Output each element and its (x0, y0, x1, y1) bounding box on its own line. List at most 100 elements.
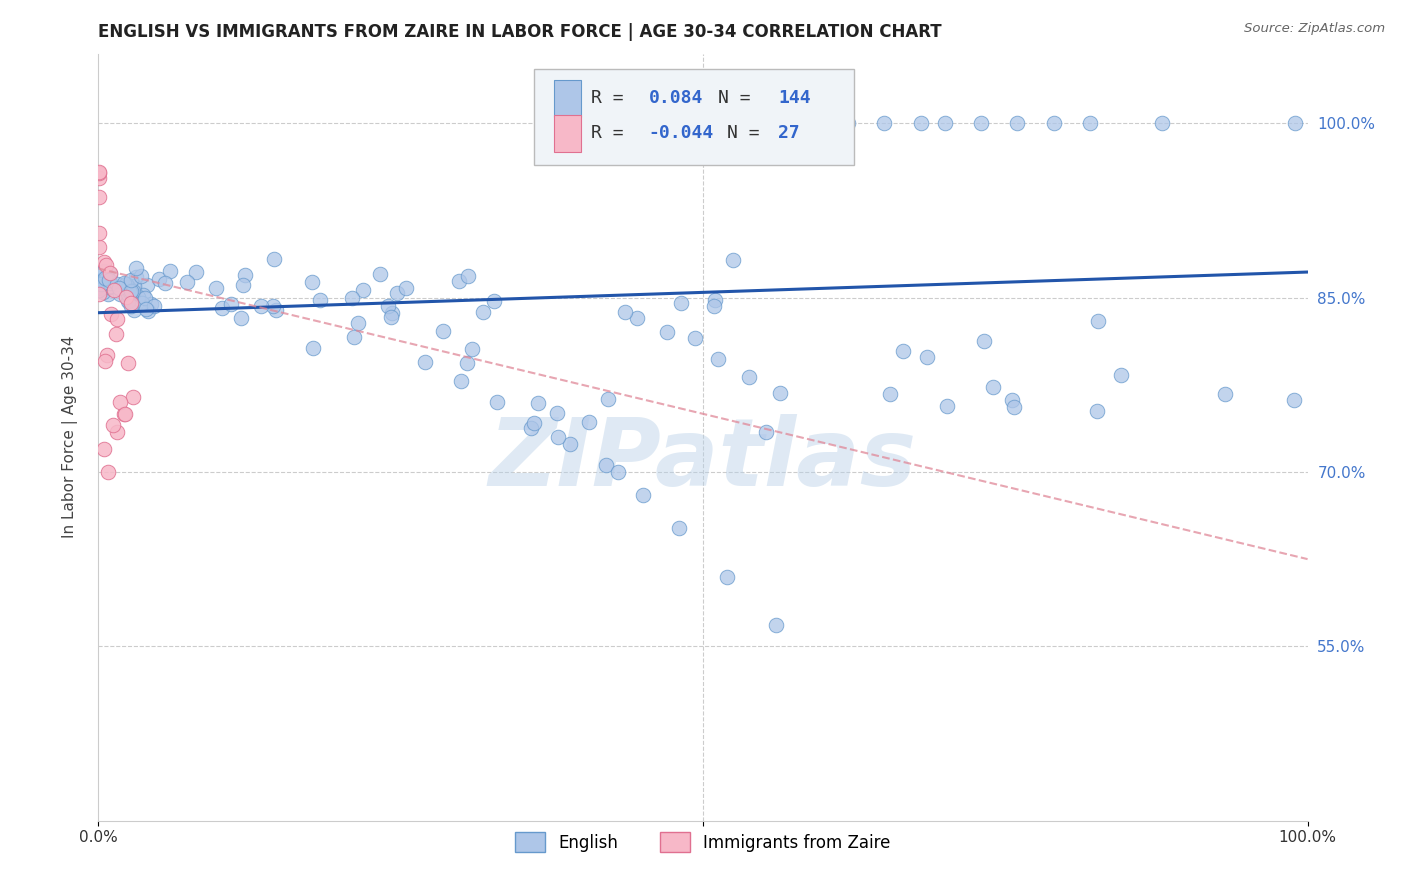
Point (1042, 116, 1064, 130)
Point (93, 275, 115, 289)
Point (578, 415, 600, 429)
Point (176, 275, 198, 289)
Text: Source: ZipAtlas.com: Source: ZipAtlas.com (1244, 22, 1385, 36)
Point (107, 425, 129, 439)
Point (120, 273, 142, 287)
Point (368, 267, 391, 281)
Point (122, 302, 145, 317)
Point (87, 189, 110, 203)
Point (1282, 393, 1305, 408)
Point (98, 273, 121, 287)
Point (1002, 400, 1025, 414)
Point (387, 285, 409, 300)
Point (472, 305, 495, 319)
Point (117, 280, 139, 294)
Point (93, 442, 115, 456)
Point (93, 273, 115, 287)
Point (112, 407, 135, 421)
Point (1001, 392, 1024, 407)
Point (125, 261, 148, 276)
Point (450, 374, 472, 388)
Text: N =: N = (717, 89, 751, 107)
Point (148, 271, 170, 285)
Point (87, 240, 110, 254)
Point (131, 295, 153, 310)
Point (704, 293, 727, 307)
Point (93, 265, 115, 279)
Point (93, 354, 115, 368)
Point (101, 418, 124, 433)
Point (98, 267, 121, 281)
Point (135, 302, 157, 317)
Point (125, 270, 148, 285)
Point (970, 116, 993, 130)
Point (1284, 116, 1306, 130)
Point (89, 166, 111, 180)
Point (456, 356, 478, 370)
Point (89, 165, 111, 179)
Point (432, 324, 454, 338)
Point (87, 226, 110, 240)
Point (342, 291, 364, 305)
Point (122, 278, 145, 293)
Point (669, 295, 692, 310)
Point (105, 277, 128, 291)
Point (302, 341, 325, 355)
Point (765, 618, 787, 632)
Point (121, 285, 143, 299)
Point (155, 277, 177, 291)
Point (343, 329, 366, 343)
Text: R =: R = (591, 123, 623, 142)
Point (527, 396, 550, 410)
Point (752, 116, 775, 130)
Point (457, 269, 479, 284)
Point (117, 356, 139, 370)
Point (668, 521, 690, 535)
Point (87, 286, 110, 301)
Point (90, 277, 112, 291)
Point (108, 395, 131, 409)
Point (308, 293, 330, 308)
Text: 144: 144 (778, 89, 811, 107)
Point (114, 277, 136, 291)
Point (547, 430, 569, 444)
Point (262, 299, 284, 313)
Point (98, 279, 121, 293)
Point (90, 281, 112, 295)
Text: N =: N = (727, 123, 759, 142)
Point (631, 488, 654, 502)
Point (112, 276, 135, 290)
Text: R =: R = (591, 89, 623, 107)
Point (117, 287, 139, 301)
Point (98, 276, 121, 290)
Text: ENGLISH VS IMMIGRANTS FROM ZAIRE IN LABOR FORCE | AGE 30-34 CORRELATION CHART: ENGLISH VS IMMIGRANTS FROM ZAIRE IN LABO… (98, 23, 942, 41)
Point (94, 258, 117, 272)
Point (449, 274, 471, 288)
Text: ZIPatlas: ZIPatlas (489, 414, 917, 506)
Point (776, 116, 799, 130)
Point (105, 311, 128, 326)
Point (723, 253, 745, 268)
Point (264, 303, 287, 318)
Point (716, 569, 738, 583)
Point (879, 386, 901, 401)
FancyBboxPatch shape (534, 69, 855, 165)
Point (873, 116, 896, 130)
Text: -0.044: -0.044 (648, 123, 714, 142)
Point (120, 285, 142, 299)
Point (96, 280, 118, 294)
Bar (554, 115, 581, 152)
Point (395, 281, 418, 295)
Point (1152, 116, 1174, 130)
Point (413, 354, 436, 368)
Point (120, 284, 142, 298)
Point (380, 310, 402, 324)
Point (96, 269, 118, 284)
Point (936, 399, 959, 413)
Text: 0.084: 0.084 (648, 89, 703, 107)
Point (707, 351, 730, 366)
Point (595, 458, 617, 472)
Point (90, 278, 112, 293)
Point (93, 264, 115, 278)
Point (96, 348, 118, 362)
